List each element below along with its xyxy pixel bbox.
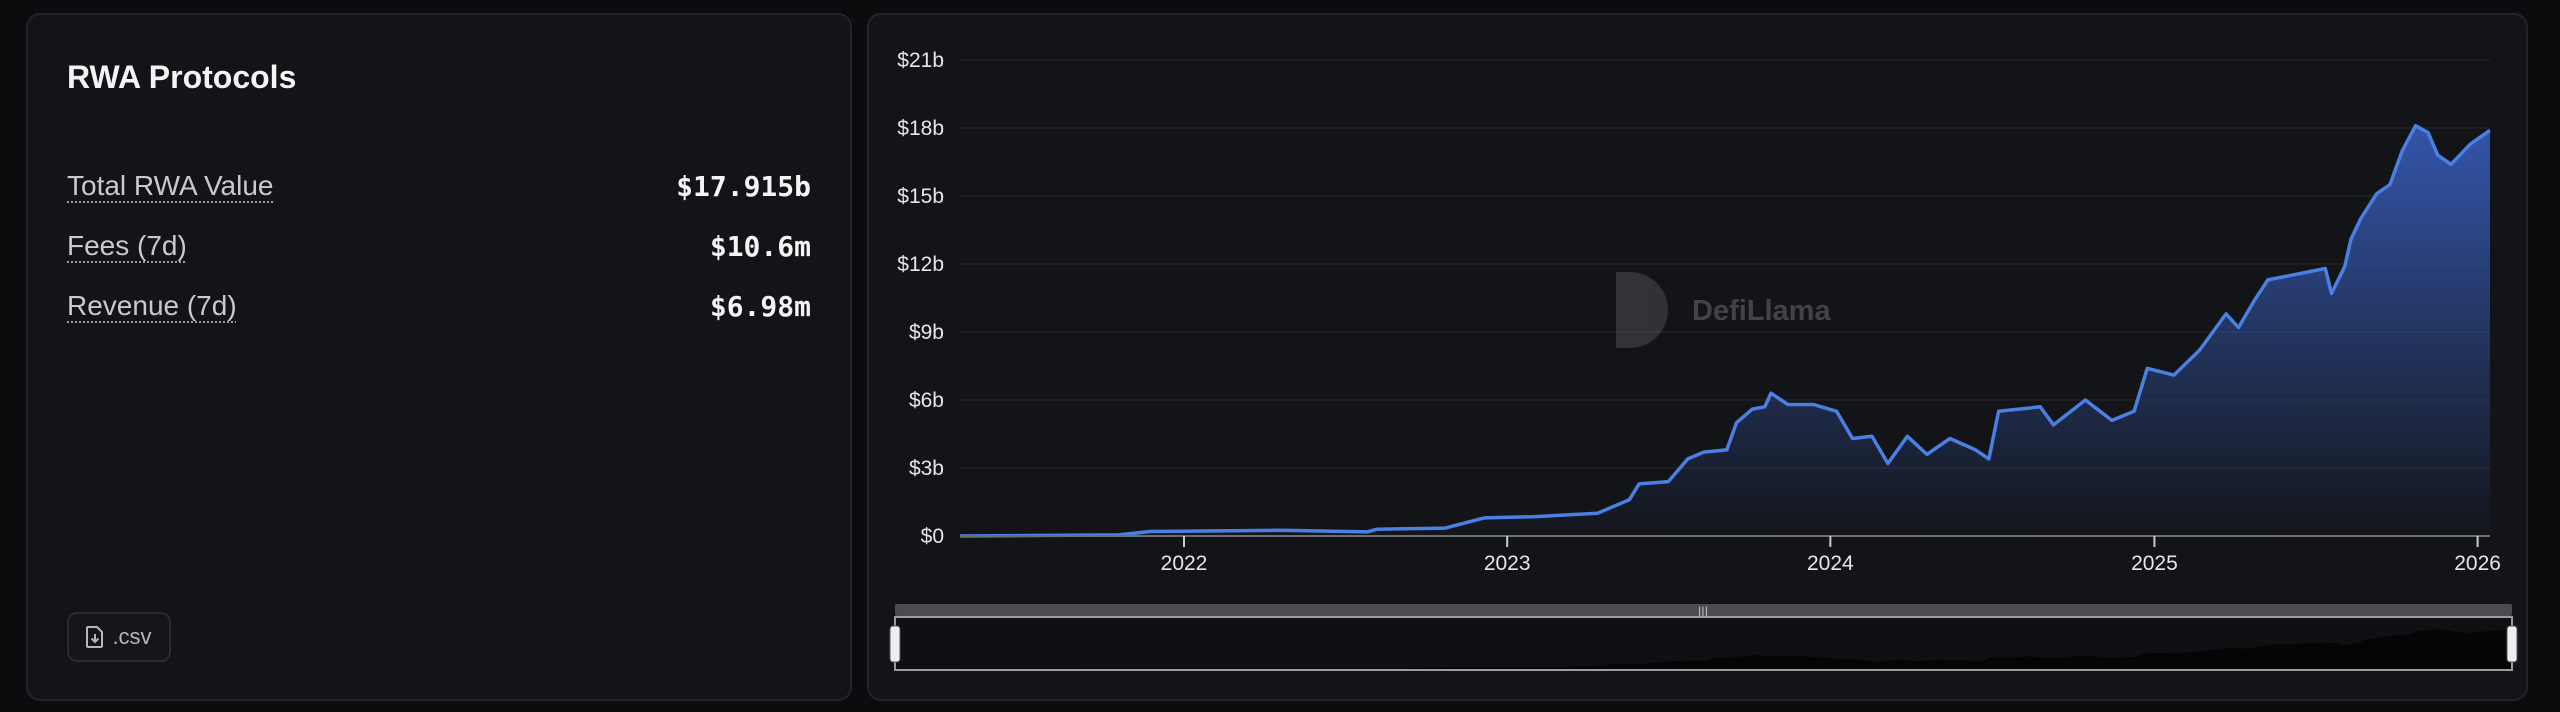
x-tick-label: 2026 (2454, 552, 2501, 575)
metric-revenue-7d: Revenue (7d) $6.98m (67, 286, 811, 326)
defillama-watermark: DefiLlama (1616, 272, 1831, 348)
metric-value: $6.98m (709, 289, 811, 323)
y-tick-label: $3b (909, 457, 944, 480)
card-title: RWA Protocols (67, 59, 297, 95)
metric-total-rwa-value: Total RWA Value $17.915b (67, 166, 811, 206)
csv-button-label: .csv (112, 624, 152, 649)
defillama-logo-icon (1616, 272, 1668, 348)
range-navigator[interactable]: ||| (889, 604, 2518, 671)
file-download-icon (86, 626, 104, 648)
metric-label[interactable]: Revenue (7d) (67, 290, 237, 321)
navigator-area (896, 629, 2511, 669)
metric-label[interactable]: Fees (7d) (67, 230, 187, 261)
metric-value: $10.6m (709, 229, 811, 263)
navigator-right-handle[interactable] (2506, 625, 2518, 663)
scrollbar-grip-icon: ||| (1698, 606, 1708, 617)
y-tick-label: $15b (897, 185, 944, 208)
y-tick-label: $0 (921, 525, 944, 548)
y-tick-label: $21b (897, 49, 944, 72)
series-line (959, 123, 2492, 538)
summary-card: RWA Protocols Total RWA Value $17.915b F… (26, 13, 852, 701)
navigator-scrollbar[interactable] (895, 604, 2512, 616)
navigator-left-handle[interactable] (889, 625, 901, 663)
watermark-text: DefiLlama (1692, 295, 1831, 327)
y-tick-label: $18b (897, 117, 944, 140)
y-tick-label: $6b (909, 389, 944, 412)
y-axis: $0 $3b $6b $9b $12b $15b $18b $21b (897, 49, 944, 548)
y-tick-label: $12b (897, 253, 944, 276)
area-fill (960, 125, 2490, 536)
metric-label[interactable]: Total RWA Value (67, 170, 274, 201)
y-tick-label: $9b (909, 321, 944, 344)
metric-fees-7d: Fees (7d) $10.6m (67, 226, 811, 266)
x-tick-label: 2024 (1807, 552, 1854, 575)
x-tick-label: 2023 (1484, 552, 1531, 575)
metric-value: $17.915b (676, 169, 811, 203)
x-tick-label: 2025 (2131, 552, 2178, 575)
x-tick-label: 2022 (1161, 552, 1208, 575)
x-axis: 2022 2023 2024 2025 2026 (1161, 536, 2501, 575)
csv-download-button[interactable]: .csv (67, 612, 171, 662)
